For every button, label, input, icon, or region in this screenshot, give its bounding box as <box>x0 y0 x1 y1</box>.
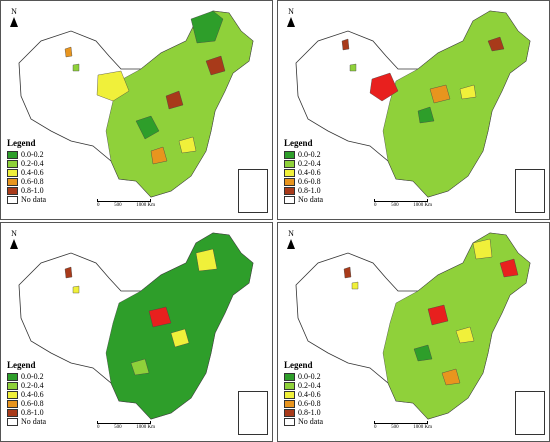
legend-item: 0.2-0.4 <box>284 381 323 390</box>
choropleth-map <box>295 232 531 420</box>
legend: Legend 0.0-0.2 0.2-0.4 0.4-0.6 0.6-0.8 0… <box>284 139 323 204</box>
legend-title: Legend <box>284 360 313 370</box>
inset-map <box>238 391 268 435</box>
choropleth-map <box>18 10 254 198</box>
legend: Legend 0.0-0.2 0.2-0.4 0.4-0.6 0.6-0.8 0… <box>7 361 46 426</box>
scale-bar: 0 500 1000 Km <box>97 421 155 430</box>
north-arrow: N <box>284 229 298 249</box>
legend-item: 0.6-0.8 <box>7 177 46 186</box>
north-arrow: N <box>284 7 298 27</box>
map-panel-a: N Legend 0.0-0.2 0.2-0.4 0.4-0.6 0.6-0.8… <box>0 0 273 220</box>
inset-map <box>515 391 545 435</box>
legend-item: No data <box>7 417 46 426</box>
legend-item: 0.2-0.4 <box>7 159 46 168</box>
legend-item: 0.0-0.2 <box>284 372 323 381</box>
legend-item: 0.4-0.6 <box>284 168 323 177</box>
north-arrow: N <box>7 229 21 249</box>
legend-item: 0.4-0.6 <box>284 390 323 399</box>
legend-title: Legend <box>7 360 36 370</box>
legend-item: 0.6-0.8 <box>284 399 323 408</box>
choropleth-map <box>295 10 531 198</box>
legend-title: Legend <box>7 138 36 148</box>
legend-item: 0.6-0.8 <box>7 399 46 408</box>
scale-bar: 0 500 1000 Km <box>97 199 155 208</box>
map-panel-b: N Legend 0.0-0.2 0.2-0.4 0.4-0.6 0.6-0.8… <box>277 0 550 220</box>
legend-item: 0.8-1.0 <box>7 186 46 195</box>
choropleth-map <box>18 232 254 420</box>
legend-item: 0.8-1.0 <box>284 408 323 417</box>
map-panel-d: N Legend 0.0-0.2 0.2-0.4 0.4-0.6 0.6-0.8… <box>277 222 550 442</box>
legend-item: 0.6-0.8 <box>284 177 323 186</box>
legend-item: 0.0-0.2 <box>7 150 46 159</box>
legend-item: 0.4-0.6 <box>7 390 46 399</box>
legend-item: No data <box>284 195 323 204</box>
inset-map <box>515 169 545 213</box>
legend-item: 0.4-0.6 <box>7 168 46 177</box>
legend-item: 0.8-1.0 <box>284 186 323 195</box>
legend: Legend 0.0-0.2 0.2-0.4 0.4-0.6 0.6-0.8 0… <box>284 361 323 426</box>
legend-item: 0.2-0.4 <box>7 381 46 390</box>
map-panel-c: N Legend 0.0-0.2 0.2-0.4 0.4-0.6 0.6-0.8… <box>0 222 273 442</box>
legend-item: 0.0-0.2 <box>7 372 46 381</box>
legend-item: 0.0-0.2 <box>284 150 323 159</box>
inset-map <box>238 169 268 213</box>
legend: Legend 0.0-0.2 0.2-0.4 0.4-0.6 0.6-0.8 0… <box>7 139 46 204</box>
legend-item: 0.2-0.4 <box>284 159 323 168</box>
legend-item: 0.8-1.0 <box>7 408 46 417</box>
scale-bar: 0 500 1000 Km <box>374 421 432 430</box>
legend-title: Legend <box>284 138 313 148</box>
scale-bar: 0 500 1000 Km <box>374 199 432 208</box>
north-arrow: N <box>7 7 21 27</box>
legend-item: No data <box>284 417 323 426</box>
legend-item: No data <box>7 195 46 204</box>
